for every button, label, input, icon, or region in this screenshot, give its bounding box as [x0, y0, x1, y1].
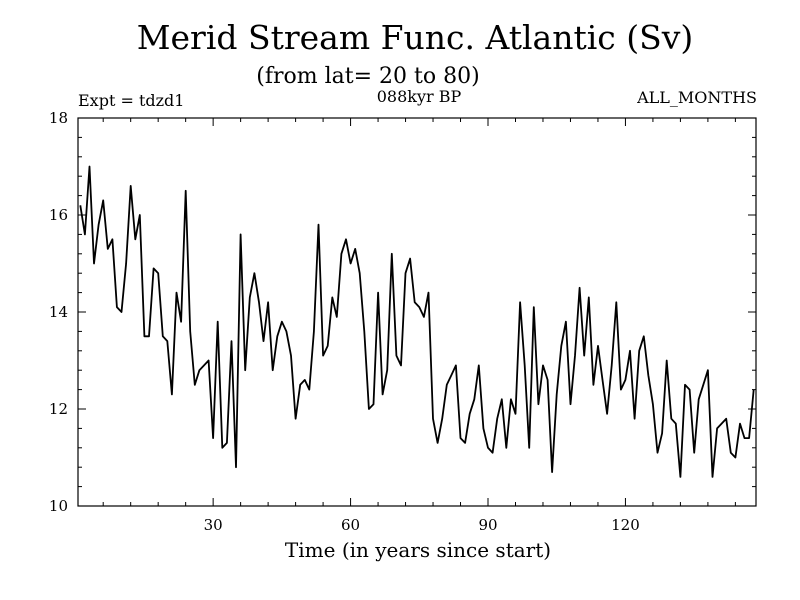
axis-ticks: 30 60 90 120 10 12 14 16 18: [49, 109, 756, 534]
x-tick-label: 120: [611, 516, 640, 534]
x-axis-label: Time (in years since start): [285, 538, 551, 562]
x-tick-label: 90: [478, 516, 497, 534]
y-tick-label: 12: [49, 400, 68, 418]
months-label: ALL_MONTHS: [636, 88, 757, 107]
y-tick-label: 10: [49, 497, 68, 515]
series-line: [79, 165, 755, 478]
experiment-label: Expt = tdzd1: [78, 91, 184, 110]
y-tick-label: 16: [49, 206, 68, 224]
period-label: 088kyr BP: [377, 87, 462, 106]
x-tick-label: 60: [341, 516, 360, 534]
chart-subtitle: (from lat= 20 to 80): [256, 64, 479, 89]
series-group: [79, 165, 755, 478]
y-tick-label: 18: [49, 109, 68, 127]
plot-frame: [77, 117, 757, 507]
x-tick-label: 30: [204, 516, 223, 534]
y-tick-label: 14: [49, 303, 68, 321]
chart-title: Merid Stream Func. Atlantic (Sv): [137, 18, 694, 57]
